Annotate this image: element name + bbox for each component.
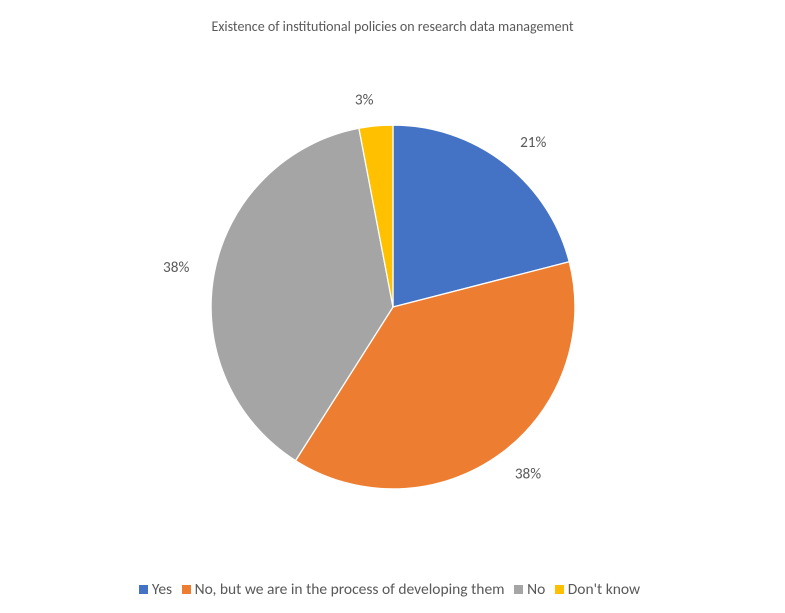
slice-label: 3% [354,90,373,109]
legend-swatch [139,585,148,594]
legend-label: Yes [152,580,172,599]
legend-item-no: No [514,580,545,599]
legend-swatch [555,585,564,594]
legend-label: No [527,580,545,599]
legend-swatch [514,585,523,594]
pie-area: 21% 38% 38% 3% [0,62,785,552]
legend-item-developing: No, but we are in the process of develop… [182,580,505,599]
legend-label: Don't know [568,580,640,599]
legend-item-yes: Yes [139,580,172,599]
pie-slices [211,125,575,489]
legend-swatch [182,585,191,594]
chart-title: Existence of institutional policies on r… [0,18,785,35]
slice-label: 21% [520,133,546,152]
slice-label: 38% [163,258,189,277]
pie-svg: 21%38%38%3% [173,87,613,527]
chart-container: Existence of institutional policies on r… [0,0,785,613]
slice-label: 38% [514,464,540,483]
legend-label: No, but we are in the process of develop… [195,580,505,599]
legend: Yes No, but we are in the process of dev… [0,580,785,599]
legend-item-dontknow: Don't know [555,580,640,599]
